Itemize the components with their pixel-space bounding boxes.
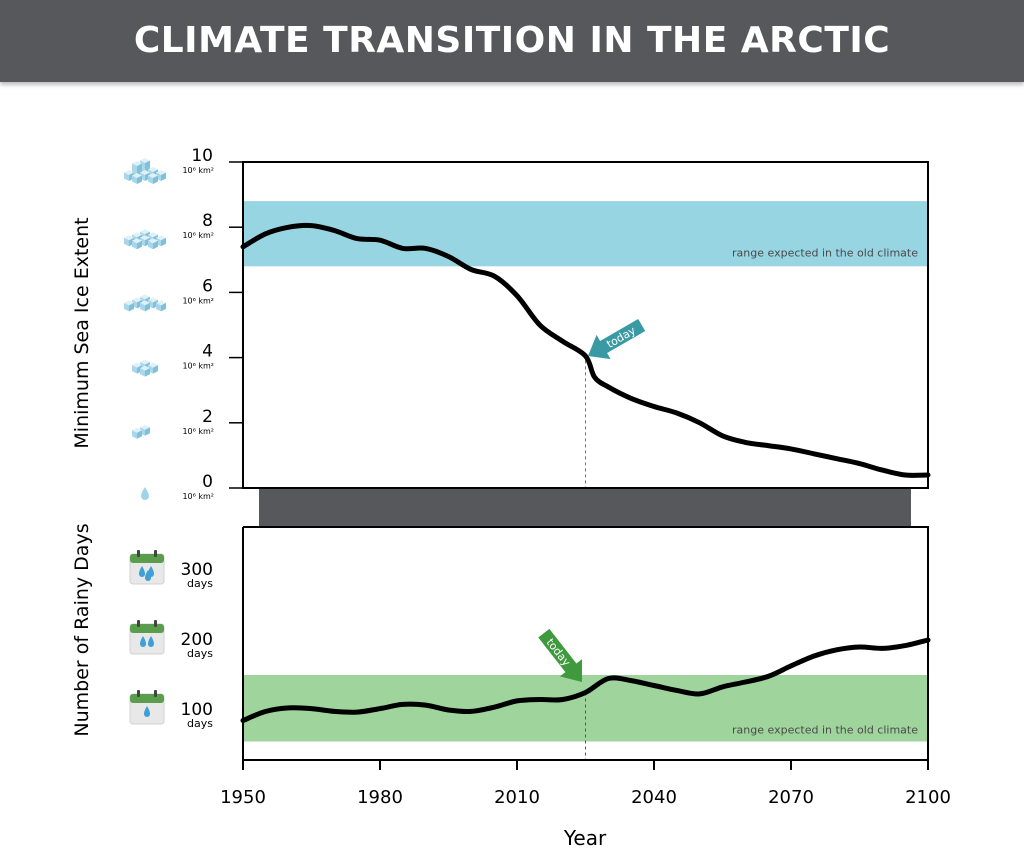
calendar-rain-icon (130, 620, 164, 654)
ice-cubes-icon (132, 360, 158, 377)
calendar-ring (154, 690, 157, 697)
arctic-chart: range expected in the old climatetoday01… (0, 0, 1024, 868)
ice-y-tick-unit: 10⁶ km² (182, 166, 214, 175)
ice-y-tick-unit: 10⁶ km² (182, 427, 214, 436)
calendar-ring (137, 690, 140, 697)
ice-y-tick-unit: 10⁶ km² (182, 492, 214, 501)
calendar-ring (154, 550, 157, 557)
x-tick-label: 2010 (494, 787, 540, 808)
rain-y-tick-unit: days (187, 647, 213, 660)
x-axis-label: Year (563, 826, 607, 850)
calendar-header (130, 624, 164, 633)
ice-y-tick-label: 6 (202, 276, 213, 296)
ice-y-tick-unit: 10⁶ km² (182, 231, 214, 240)
ice-y-tick-label: 2 (202, 407, 213, 427)
calendar-ring (137, 550, 140, 557)
panel-connector (259, 488, 911, 528)
rainy-days-panel: range expected in the old climatetoday10… (71, 523, 928, 760)
x-tick-label: 2070 (768, 787, 814, 808)
calendar-header (130, 554, 164, 563)
ice-cubes-icon (124, 294, 166, 311)
ice-today-label: today (604, 324, 638, 351)
ice-cubes-icon (124, 229, 166, 249)
x-tick-label: 1950 (220, 787, 266, 808)
ice-y-tick-unit: 10⁶ km² (182, 362, 214, 371)
ice-y-tick-label: 8 (202, 211, 213, 231)
water-drop-icon (141, 487, 149, 500)
calendar-rain-icon (130, 550, 164, 584)
ice-cubes-icon (132, 425, 150, 439)
drop-shape (141, 487, 149, 500)
rain-y-tick-unit: days (187, 577, 213, 590)
ice-cubes-icon (124, 158, 166, 184)
ice-extent-panel: range expected in the old climatetoday01… (71, 146, 928, 528)
x-tick-label: 1980 (357, 787, 403, 808)
calendar-ring (154, 620, 157, 627)
calendar-rain-icon (130, 690, 164, 724)
calendar-header (130, 694, 164, 703)
rain-y-tick-unit: days (187, 717, 213, 730)
x-tick-label: 2100 (905, 787, 951, 808)
ice-today-arrow: today (581, 313, 649, 368)
ice-y-tick-unit: 10⁶ km² (182, 296, 214, 305)
rain-y-axis-label: Number of Rainy Days (71, 523, 93, 736)
rain-band-label: range expected in the old climate (732, 724, 918, 737)
x-tick-label: 2040 (631, 787, 677, 808)
ice-band-label: range expected in the old climate (732, 246, 918, 259)
ice-y-tick-label: 10 (191, 146, 213, 166)
calendar-ring (137, 620, 140, 627)
ice-y-tick-label: 4 (202, 342, 213, 362)
ice-y-tick-label: 0 (202, 472, 213, 492)
ice-y-axis-label: Minimum Sea Ice Extent (71, 217, 93, 448)
